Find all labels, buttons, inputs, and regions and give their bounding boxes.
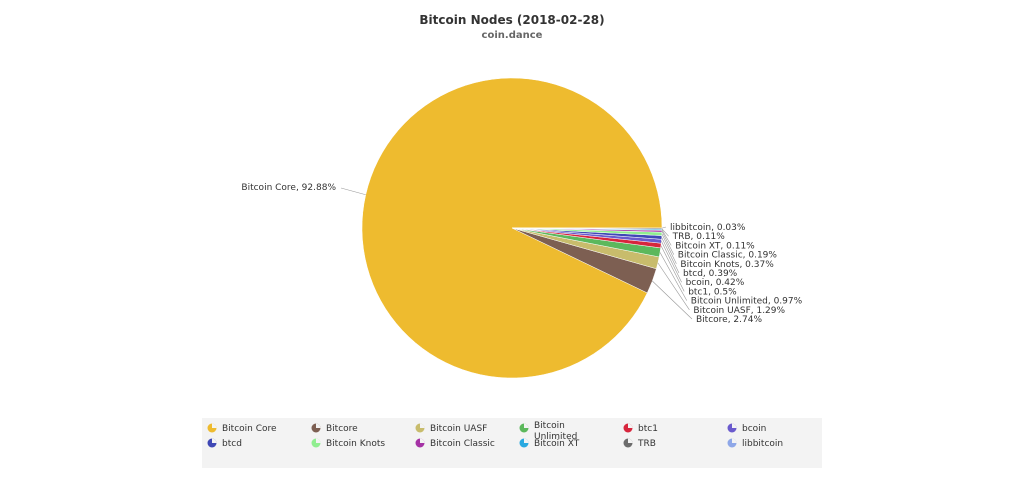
- legend-item-btcd[interactable]: btcd: [207, 438, 242, 450]
- legend-item-bitcoin-core[interactable]: Bitcoin Core: [207, 423, 278, 435]
- label-connector-libbitcoin: [661, 226, 667, 229]
- legend-label: btc1: [638, 424, 658, 434]
- label-connector-bitcoin-knots: [661, 233, 677, 264]
- legend-label: Bitcoin UASF: [430, 424, 487, 434]
- slice-label-bitcoin-xt: Bitcoin XT, 0.11%: [675, 241, 755, 251]
- pie-labels: Bitcoin Core, 92.88%Bitcore, 2.74%Bitcoi…: [241, 183, 802, 325]
- label-connector-bitcoin-core: [340, 187, 366, 196]
- label-connector-btc1: [660, 245, 685, 292]
- chart-title: Bitcoin Nodes (2018-02-28): [419, 13, 604, 27]
- slice-label-bcoin: bcoin, 0.42%: [686, 278, 745, 288]
- pie-symbol-icon: [519, 438, 529, 448]
- slice-label-bitcoin-knots: Bitcoin Knots, 0.37%: [680, 260, 774, 270]
- legend-label: btcd: [222, 439, 242, 449]
- slice-label-bitcoin-classic: Bitcoin Classic, 0.19%: [678, 251, 778, 261]
- pie-symbol-icon: [415, 423, 425, 433]
- legend-label: bcoin: [742, 424, 766, 434]
- label-connector-btcd: [661, 237, 680, 274]
- legend-label: Bitcore: [326, 424, 358, 434]
- slice-label-btcd: btcd, 0.39%: [683, 269, 738, 279]
- pie-symbol-icon: [207, 438, 217, 448]
- pie-symbol-icon: [519, 423, 529, 433]
- legend-item-trb[interactable]: TRB: [623, 438, 656, 450]
- pie-symbol-icon: [727, 423, 737, 433]
- label-connector-bitcoin-unlimited: [659, 252, 688, 301]
- label-connector-trb: [661, 228, 669, 237]
- legend-item-bitcoin-xt[interactable]: Bitcoin XT: [519, 438, 580, 450]
- pie-symbol-icon: [727, 438, 737, 448]
- slice-label-trb: TRB, 0.11%: [672, 232, 726, 242]
- slice-label-btc1: btc1, 0.5%: [688, 287, 737, 297]
- legend-item-bitcoin-knots[interactable]: Bitcoin Knots: [311, 438, 386, 450]
- pie-symbol-icon: [311, 423, 321, 433]
- label-connector-bitcore: [652, 280, 693, 320]
- pie-symbol-icon: [415, 438, 425, 448]
- legend-label: Bitcoin Core: [222, 424, 277, 434]
- legend-item-bitcoin-uasf[interactable]: Bitcoin UASF: [415, 423, 488, 435]
- legend-item-bitcoin-classic[interactable]: Bitcoin Classic: [415, 438, 495, 450]
- slice-label-libbitcoin: libbitcoin, 0.03%: [670, 223, 746, 233]
- label-connector-bitcoin-classic: [661, 231, 675, 255]
- pie-slices: [361, 77, 663, 379]
- legend-background: [202, 418, 822, 468]
- legend-label: Bitcoin Classic: [430, 439, 495, 449]
- legend-label: TRB: [637, 439, 656, 449]
- slice-label-bitcoin-core: Bitcoin Core, 92.88%: [241, 183, 336, 193]
- legend-item-bitcore[interactable]: Bitcore: [311, 423, 359, 435]
- pie-symbol-icon: [207, 423, 217, 433]
- label-connector-bitcoin-xt: [661, 229, 672, 246]
- legend-label: Bitcoin XT: [534, 439, 580, 449]
- legend-label: libbitcoin: [742, 439, 783, 449]
- pie-symbol-icon: [623, 438, 633, 448]
- label-connector-bcoin: [661, 241, 682, 283]
- legend-item-btc1[interactable]: btc1: [623, 423, 658, 435]
- legend-item-libbitcoin[interactable]: libbitcoin: [727, 438, 784, 450]
- legend-label: Bitcoin Knots: [326, 439, 385, 449]
- pie-symbol-icon: [623, 423, 633, 433]
- legend-label: Unlimited: [534, 432, 577, 442]
- slice-label-bitcoin-unlimited: Bitcoin Unlimited, 0.97%: [691, 297, 803, 307]
- label-connector-bitcoin-uasf: [657, 262, 690, 310]
- pie-symbol-icon: [311, 438, 321, 448]
- legend-item-bcoin[interactable]: bcoin: [727, 423, 767, 435]
- slice-label-bitcore: Bitcore, 2.74%: [696, 315, 762, 325]
- legend-label: Bitcoin: [534, 421, 565, 431]
- chart-subtitle: coin.dance: [482, 30, 543, 41]
- slice-label-bitcoin-uasf: Bitcoin UASF, 1.29%: [693, 306, 785, 316]
- legend: Bitcoin Core Bitcore Bitcoin UASF BitcoinUn…: [202, 418, 822, 468]
